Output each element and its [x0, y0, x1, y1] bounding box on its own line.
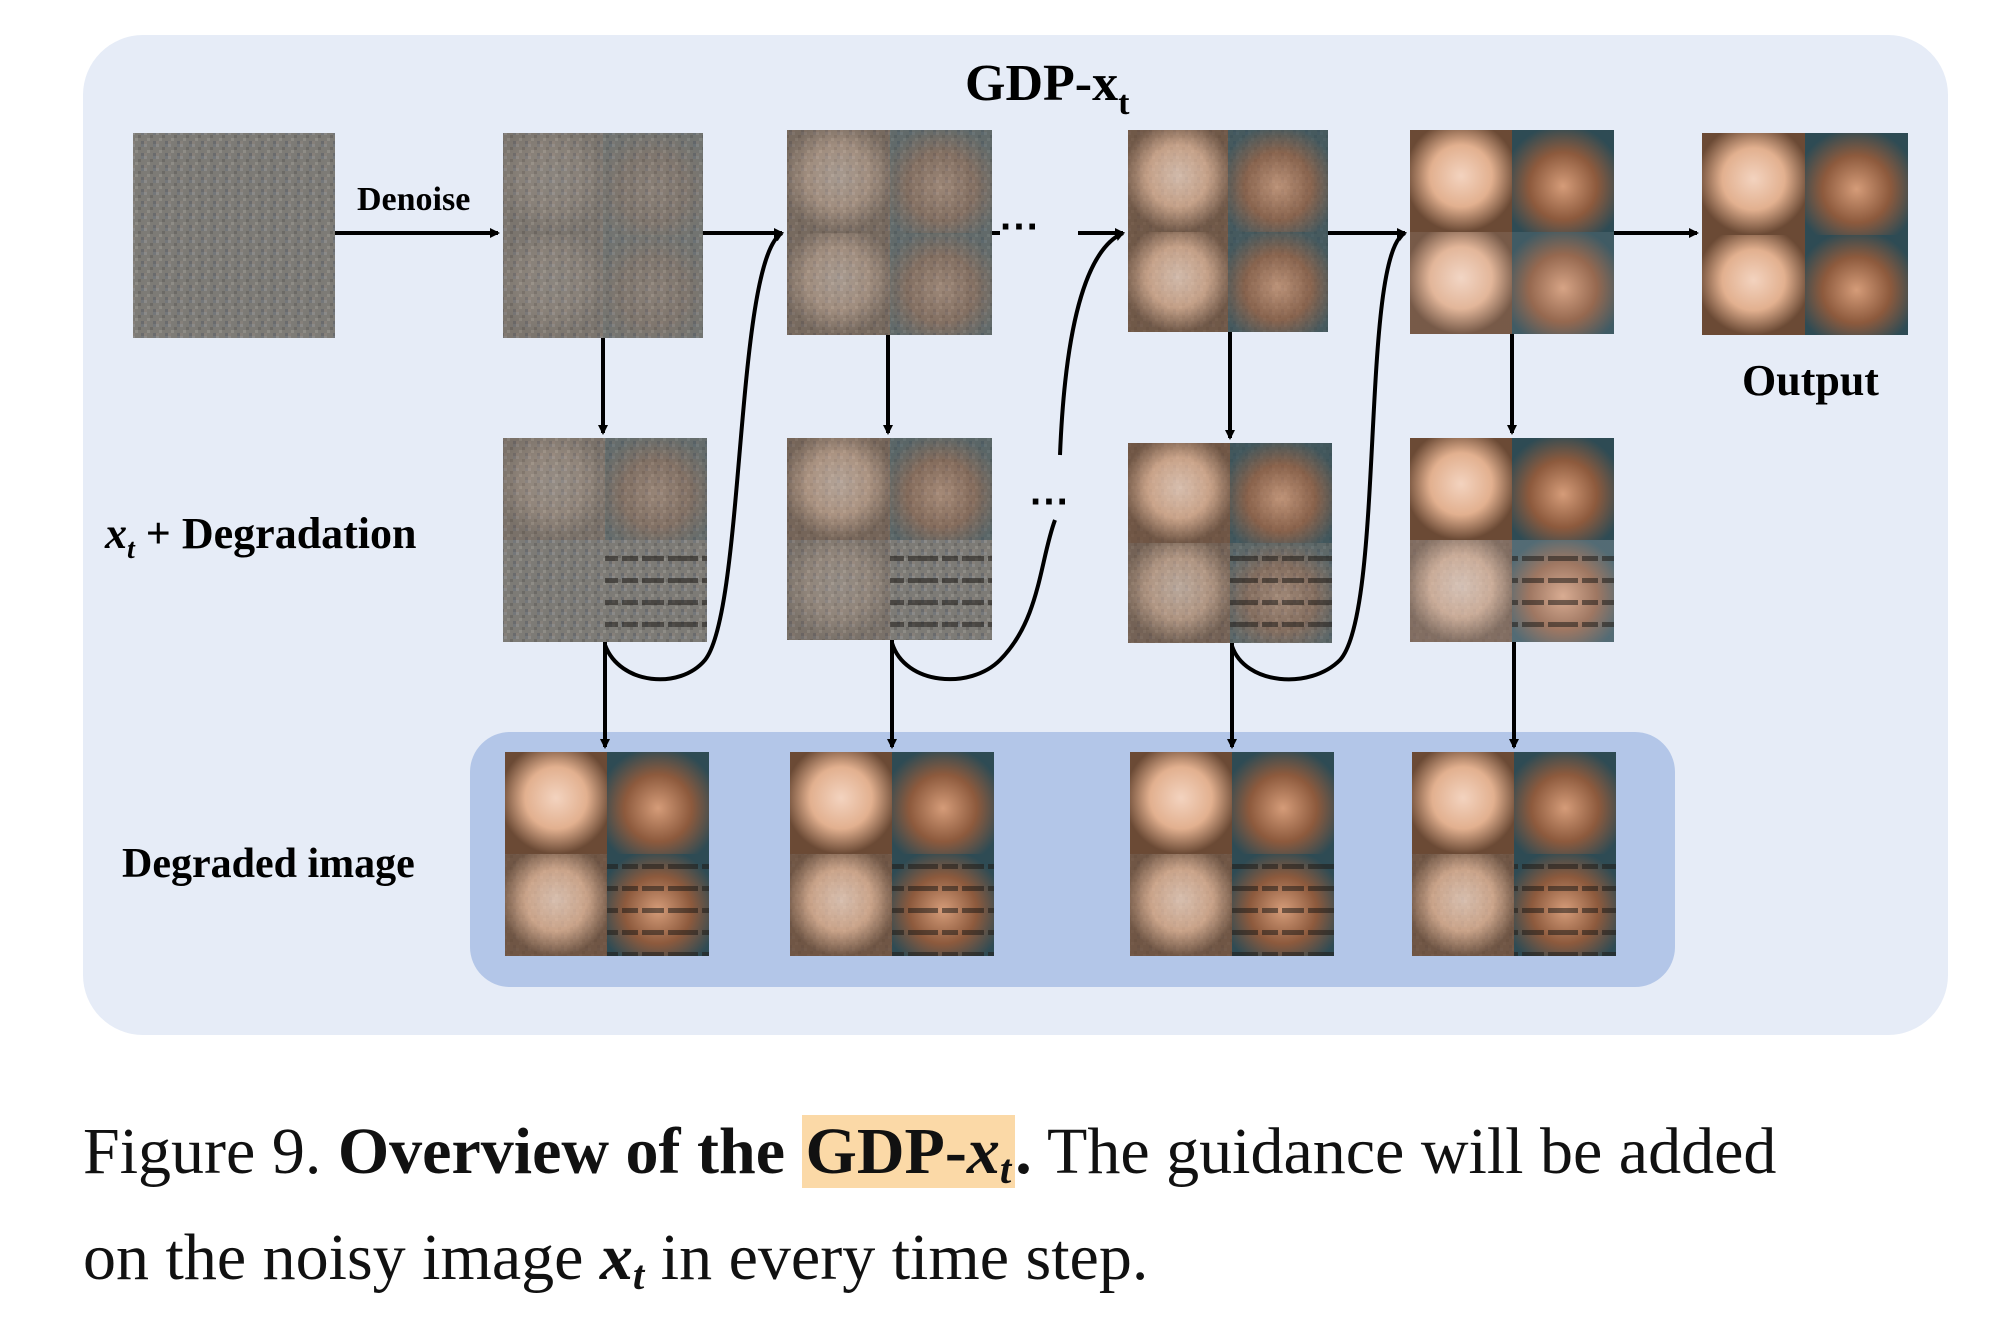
x-grid-step2	[787, 130, 992, 335]
degraded-grid-2	[790, 752, 994, 956]
caption-period: .	[1015, 1115, 1032, 1188]
denoise-label: Denoise	[357, 181, 470, 218]
degraded-panel	[470, 732, 1675, 987]
degradation-grid-step1	[503, 438, 707, 642]
caption-line2-var: x	[599, 1221, 633, 1295]
degraded-image-label: Degraded image	[122, 841, 415, 887]
x-grid-step4	[1410, 130, 1614, 334]
caption-bold-lead: Overview of the	[337, 1115, 786, 1188]
caption-line2-sub: t	[632, 1253, 645, 1299]
caption-highlight: GDP-xt	[801, 1115, 1016, 1192]
caption-line2-a: on the noisy image	[83, 1221, 584, 1295]
ellipsis-top: ···	[1000, 205, 1040, 249]
degraded-grid-4	[1412, 752, 1616, 956]
output-grid	[1702, 133, 1908, 335]
ellipsis-mid: ···	[1030, 480, 1070, 524]
degradation-grid-step2	[787, 438, 992, 640]
figure-caption: Figure 9. Overview of the GDP-xt. The gu…	[83, 1108, 1963, 1320]
x-grid-step3	[1128, 130, 1328, 332]
noise-image	[133, 133, 335, 338]
vertical-arrows	[598, 332, 1519, 749]
degradation-grid-step3	[1128, 443, 1332, 643]
caption-rest-line1: The guidance will be added	[1047, 1115, 1777, 1188]
degraded-grid-1	[505, 752, 709, 956]
degraded-grid-3	[1130, 752, 1334, 956]
output-label: Output	[1742, 356, 1879, 405]
caption-figure-number: Figure 9.	[83, 1115, 322, 1188]
caption-line2-b: in every time step.	[660, 1221, 1149, 1295]
degradation-label: xt + Degradation	[104, 509, 417, 565]
degradation-grid-step4	[1410, 438, 1614, 642]
x-grid-step1	[503, 133, 703, 338]
guidance-curves	[603, 231, 1407, 682]
diagram-title: GDP-xt	[965, 55, 1130, 122]
